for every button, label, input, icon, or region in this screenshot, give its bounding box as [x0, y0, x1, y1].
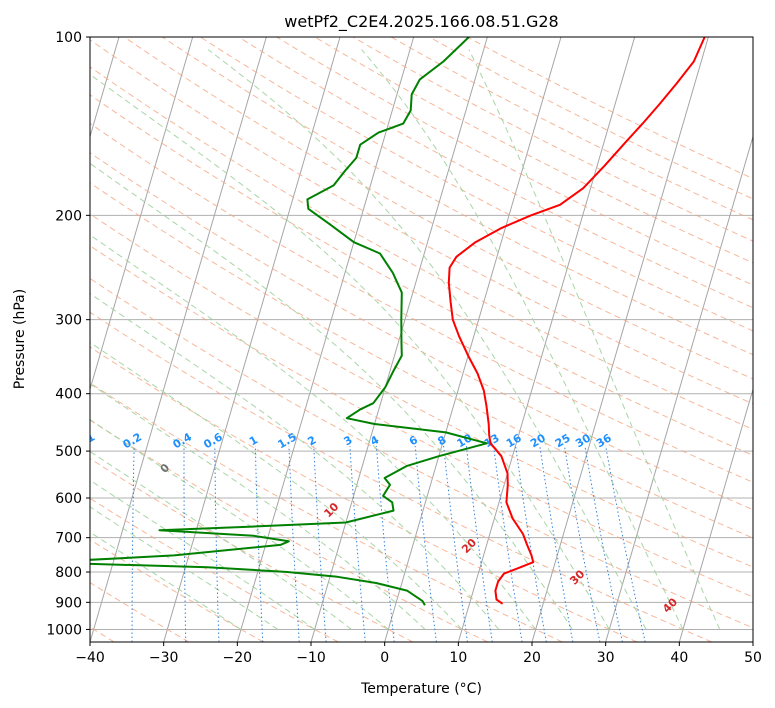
x-tick-label--40: −40	[75, 650, 105, 666]
isotherm-20	[531, 37, 709, 642]
mixing-ratio-line-8	[443, 445, 468, 642]
mixing-ratio-line-1	[254, 445, 264, 642]
dry-adiabat	[390, 37, 753, 221]
temperature-line	[447, 37, 706, 605]
x-tick-label-10: 10	[449, 650, 467, 666]
moist-adiabat	[90, 506, 279, 630]
y-tick-label-100: 100	[55, 30, 82, 46]
isobar-grid	[90, 37, 753, 630]
dry-adiabat	[238, 37, 753, 309]
moist-adiabats	[90, 49, 721, 630]
isotherm--20	[236, 37, 415, 642]
mixing-ratio-line-0.4	[183, 445, 187, 642]
mixing-ratio-line-25	[564, 445, 601, 642]
isotherm-10	[457, 37, 636, 642]
moist-adiabat	[90, 162, 573, 630]
chart-title: wetPf2_C2E4.2025.166.08.51.G28	[284, 12, 558, 32]
y-tick-label-700: 700	[55, 531, 82, 547]
mixing-ratio-line-30	[584, 445, 623, 642]
mixing-ratio-line-36	[605, 445, 646, 642]
moist-adiabat	[90, 341, 463, 630]
moist-adiabat	[207, 49, 647, 630]
x-tick-label-50: 50	[744, 650, 762, 666]
y-tick-label-800: 800	[55, 565, 82, 581]
mixing-ratio-line-3	[349, 445, 366, 642]
isotherm--40	[90, 37, 267, 642]
dry-adiabat	[90, 213, 753, 568]
y-tick-label-500: 500	[55, 444, 82, 460]
moist-adiabat	[90, 479, 315, 630]
sounding-profiles	[90, 37, 706, 606]
dry-adiabat	[90, 497, 339, 642]
x-tick-label-30: 30	[597, 650, 615, 666]
moist-adiabat	[90, 450, 352, 630]
dry-adiabat	[276, 37, 753, 286]
y-tick-label-1000: 1000	[46, 622, 82, 638]
x-tick-label-20: 20	[523, 650, 541, 666]
moist-adiabat	[361, 49, 684, 630]
mixing-ratio-line-4	[375, 445, 395, 642]
mixing-ratio-line-20	[539, 445, 574, 642]
dry-adiabat	[90, 182, 753, 539]
dry-adiabat	[90, 94, 753, 456]
dry-adiabat	[428, 37, 753, 200]
isotherm-40	[678, 387, 753, 642]
x-tick-label--20: −20	[223, 650, 253, 666]
y-axis-label: Pressure (hPa)	[12, 289, 28, 389]
x-tick-label--10: −10	[296, 650, 326, 666]
dry-adiabat	[123, 37, 753, 380]
mixing-ratio-line-2	[313, 445, 327, 642]
dry-adiabat	[90, 152, 753, 511]
dry-adiabat	[162, 37, 753, 356]
mixing-ratio-line-1.5	[288, 445, 300, 642]
plot-area: 0.10.20.40.611.52346810131620253036-100-…	[74, 37, 753, 642]
mixing-ratio-line-6	[414, 445, 437, 642]
y-axis-ticks: 100 200 300 400 500 600 700 800 900 1000	[46, 30, 90, 638]
x-tick-label--30: −30	[149, 650, 179, 666]
mixing-ratio-line-13	[493, 445, 523, 642]
y-tick-label-200: 200	[55, 208, 82, 224]
dry-adiabat	[200, 37, 753, 332]
mixing-ratio-label: 0.1	[74, 430, 97, 451]
isotherm-0	[384, 37, 562, 642]
dry-adiabat	[314, 37, 753, 264]
dry-adiabat	[467, 37, 753, 180]
moist-adiabat	[90, 419, 389, 630]
y-tick-label-400: 400	[55, 387, 82, 403]
moist-adiabat	[90, 383, 426, 630]
y-tick-label-600: 600	[55, 491, 82, 507]
dry-adiabat	[90, 245, 753, 598]
mixing-ratio-lines	[131, 445, 646, 642]
dewpoint-line	[90, 37, 488, 606]
isotherm--50	[90, 37, 194, 392]
isotherm-grid	[90, 37, 753, 642]
mixing-ratio-line-0.6	[214, 445, 220, 642]
dry-adiabat	[90, 311, 712, 642]
x-axis-label: Temperature (°C)	[360, 681, 482, 697]
y-tick-label-900: 900	[55, 595, 82, 611]
dry-adiabat	[90, 39, 753, 405]
dry-adiabat	[352, 37, 753, 242]
isotherm--30	[163, 37, 341, 642]
moist-adiabat	[90, 292, 500, 630]
dry-adiabat	[90, 66, 753, 430]
mixing-ratio-line-16	[515, 445, 547, 642]
plot-frame	[89, 36, 754, 643]
moist-adiabat	[90, 234, 537, 630]
mixing-ratio-line-0.2	[131, 445, 135, 642]
dry-adiabat	[90, 346, 638, 642]
x-tick-label-40: 40	[670, 650, 688, 666]
mixing-ratio-line-10	[465, 445, 493, 642]
x-tick-label-0: 0	[380, 650, 389, 666]
dry-adiabat	[90, 277, 753, 629]
x-axis-ticks: −40 −30 −20 −10 0 10 20 30 40 50	[75, 642, 762, 666]
moist-adiabat	[468, 49, 721, 630]
y-tick-label-300: 300	[55, 313, 82, 329]
dry-adiabat	[90, 122, 753, 483]
